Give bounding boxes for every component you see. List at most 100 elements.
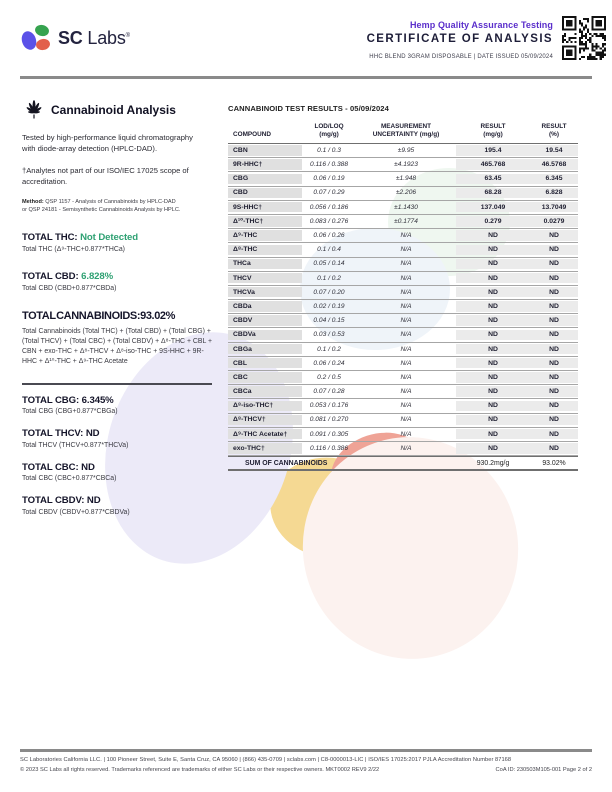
cell-compound: THCVa [228, 286, 302, 299]
cell-lod-loq: 0.06 / 0.24 [313, 359, 345, 367]
cell-uncertainty: N/A [400, 331, 412, 339]
table-row: CBC 0.2 / 0.5 N/A ND ND [228, 371, 578, 386]
cell-result-pct: ND [530, 286, 578, 299]
header-title-block: Hemp Quality Assurance Testing CERTIFICA… [233, 20, 553, 60]
table-row: Δ⁹-THC Acetate† 0.091 / 0.305 N/A ND ND [228, 428, 578, 442]
cell-uncertainty: N/A [400, 430, 412, 438]
cell-result-mg: ND [456, 343, 530, 356]
total-formula: Total CBG (CBG+0.877*CBGa) [22, 408, 118, 416]
table-row: CBDVa 0.03 / 0.53 N/A ND ND [228, 328, 578, 343]
cell-result-pct: ND [530, 229, 578, 242]
cell-uncertainty: ±0.1774 [394, 217, 418, 225]
logo-labs: Labs [87, 27, 126, 48]
lab-address-line: SC Laboratories California LLC. | 100 Pi… [20, 756, 512, 763]
table-row: 9R-HHC† 0.116 / 0.388 ±4.1923 465.768 46… [228, 158, 578, 173]
table-row: CBG 0.06 / 0.19 ±1.948 63.45 6.345 [228, 172, 578, 187]
program-name: Hemp Quality Assurance Testing [409, 20, 553, 30]
total-value: 6.345% [81, 394, 114, 406]
accreditation-scope-note: †Analytes not part of our ISO/IEC 17025 … [22, 165, 189, 187]
page-footer: SC Laboratories California LLC. | 100 Pi… [20, 749, 592, 773]
total-formula: Total THCV (THCV+0.877*THCVa) [22, 441, 129, 449]
col-header-uncertainty: MEASUREMENT UNCERTAINTY (mg/g) [372, 123, 440, 138]
copyright-line: © 2023 SC Labs all rights reserved. Trad… [20, 767, 592, 773]
col-header-lod-loq: LOD/LOQ (mg/g) [314, 123, 344, 138]
cell-compound: Δ⁸-THC [228, 243, 302, 256]
total-value: ND [85, 428, 100, 440]
total-block: TOTAL CBDV: ND Total CBDV (CBDV+0.877*CB… [22, 495, 218, 516]
left-divider [22, 382, 212, 385]
col-header-result-pct: RESULT (%) [541, 123, 567, 138]
cell-result-mg: ND [456, 328, 530, 341]
cell-uncertainty: N/A [400, 416, 412, 424]
cell-result-pct: 6.345 [530, 172, 578, 185]
table-row: Δ⁸-iso-THC† 0.053 / 0.176 N/A ND ND [228, 399, 578, 414]
cell-result-pct: 13.7049 [530, 201, 578, 214]
cannabinoid-analysis-panel: Cannabinoid Analysis Tested by high-perf… [22, 98, 218, 529]
cell-result-mg: ND [456, 314, 530, 327]
total-label: TOTAL THCV: [22, 428, 84, 440]
results-title: CANNABINOID TEST RESULTS - 05/09/2024 [228, 104, 389, 113]
sc-labs-logo-icon [19, 22, 52, 54]
sc-labs-logo: SC Labs® [19, 22, 130, 54]
logo-sc: SC [58, 27, 83, 48]
cell-result-mg: ND [456, 357, 530, 370]
total-formula: Total CBC (CBC+0.877*CBCa) [22, 475, 117, 483]
cell-lod-loq: 0.07 / 0.29 [313, 189, 345, 197]
cell-result-pct: ND [530, 328, 578, 341]
cell-result-pct: ND [530, 343, 578, 356]
cell-result-pct: ND [530, 442, 578, 455]
cell-lod-loq: 0.05 / 0.14 [313, 260, 345, 268]
cell-uncertainty: N/A [400, 345, 412, 353]
cell-uncertainty: ±4.1923 [394, 161, 418, 169]
decorative-blob-blue [300, 228, 450, 350]
cell-compound: CBD [228, 187, 302, 200]
total-cannabinoids-value: 93.02% [140, 309, 176, 322]
total-block: TOTAL THCV: ND Total THCV (THCV+0.877*TH… [22, 428, 218, 449]
total-cannabinoids-line: TOTAL CANNABINOIDS:93.02% [22, 310, 218, 322]
cell-result-pct: ND [530, 371, 578, 384]
cell-compound: CBG [228, 172, 302, 185]
cell-uncertainty: N/A [400, 246, 412, 254]
cell-uncertainty: N/A [400, 402, 412, 410]
cell-compound: CBDa [228, 300, 302, 313]
cell-compound: Δ⁸-iso-THC† [228, 399, 302, 412]
total-cannabinoids-formula: Total Cannabinoids (Total THC) + (Total … [22, 327, 212, 365]
cell-compound: exo-THC† [228, 442, 302, 455]
cell-compound: CBDVa [228, 328, 302, 341]
cell-compound: Δ¹⁰-THC† [228, 215, 302, 228]
cell-result-mg: ND [456, 272, 530, 285]
table-row: CBN 0.1 / 0.3 ±9.95 195.4 19.54 [228, 144, 578, 159]
cell-result-mg: 68.28 [456, 187, 530, 200]
coa-id-page: CoA ID: 230503M105-001 Page 2 of 2 [495, 766, 592, 773]
logo-dot-green [34, 23, 50, 38]
section-header: Cannabinoid Analysis [22, 98, 218, 122]
method-reference: Method: QSP 1157 - Analysis of Cannabino… [22, 198, 182, 215]
cell-compound: CBDV [228, 314, 302, 327]
primary-totals-list: TOTAL THC: Not Detected Total THC (Δ⁹-TH… [22, 232, 218, 310]
total-line: TOTAL CBDV: ND [22, 495, 218, 506]
cell-uncertainty: N/A [400, 373, 412, 381]
cell-lod-loq: 0.081 / 0.270 [309, 416, 349, 424]
header-divider [20, 76, 592, 79]
total-line: TOTAL THCV: ND [22, 428, 218, 439]
total-label: TOTAL CBC: [22, 461, 79, 473]
table-row: CBDV 0.04 / 0.15 N/A ND ND [228, 314, 578, 329]
cell-compound: Δ⁹-THC [228, 229, 302, 242]
cell-result-mg: ND [456, 371, 530, 384]
table-row: Δ⁹-THC 0.06 / 0.26 N/A ND ND [228, 229, 578, 244]
cell-result-pct: ND [530, 300, 578, 313]
total-value: ND [81, 461, 95, 473]
table-row: exo-THC† 0.116 / 0.386 N/A ND ND [228, 442, 578, 457]
total-cannabinoids-block: TOTAL CANNABINOIDS:93.02% Total Cannabin… [22, 310, 218, 367]
table-row: CBDa 0.02 / 0.19 N/A ND ND [228, 300, 578, 315]
table-row: Δ¹⁰-THC† 0.083 / 0.276 ±0.1774 0.279 0.0… [228, 215, 578, 230]
cell-result-mg: 63.45 [456, 172, 530, 185]
table-row: CBL 0.06 / 0.24 N/A ND ND [228, 357, 578, 371]
cell-result-mg: ND [456, 399, 530, 412]
total-line: TOTAL CBD: 6.828% [22, 271, 218, 282]
cell-result-pct: ND [530, 399, 578, 412]
sum-label: SUM OF CANNABINOIDS [245, 459, 328, 467]
cell-result-pct: ND [530, 314, 578, 327]
total-label: TOTAL CBG: [22, 394, 80, 406]
cell-lod-loq: 0.116 / 0.388 [309, 161, 348, 169]
